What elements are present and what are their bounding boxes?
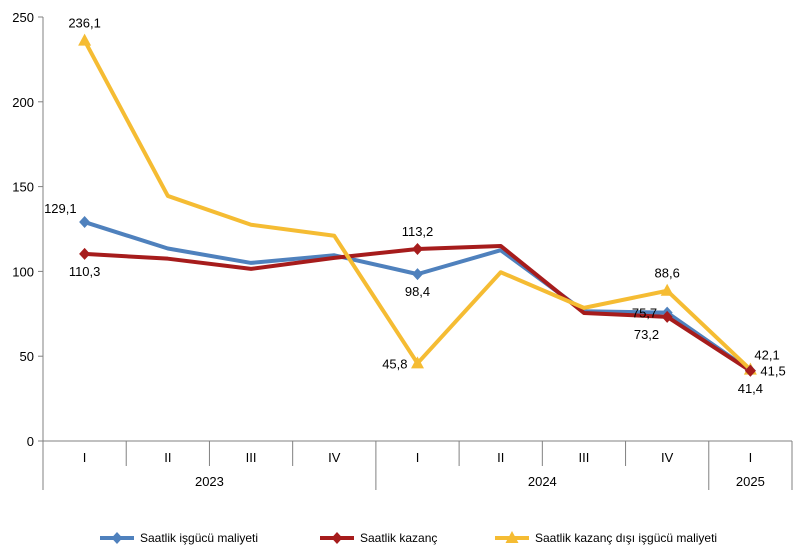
legend-item: Saatlik kazanç: [320, 531, 437, 545]
x-tick-label: I: [416, 450, 420, 465]
series-point: [505, 531, 519, 543]
series-point: [111, 532, 123, 544]
legend-item: Saatlik işgücü maliyeti: [100, 531, 258, 545]
data-label: 75,7: [632, 306, 657, 321]
series-point: [79, 247, 91, 260]
y-tick-label: 100: [12, 264, 34, 279]
data-label: 110,3: [69, 264, 101, 279]
x-year-label: 2025: [736, 474, 765, 489]
x-tick-label: IV: [328, 450, 341, 465]
data-label: 113,2: [402, 224, 434, 239]
legend-label: Saatlik kazanç: [360, 531, 437, 545]
x-year-label: 2024: [528, 474, 557, 489]
data-label: 98,4: [405, 284, 430, 299]
data-label: 129,1: [44, 201, 77, 216]
series-point: [660, 283, 674, 296]
y-tick-label: 50: [20, 349, 34, 364]
data-label: 73,2: [634, 327, 659, 342]
data-label: 88,6: [655, 266, 680, 281]
data-label: 45,8: [382, 356, 407, 371]
legend-label: Saatlik kazanç dışı işgücü maliyeti: [535, 531, 717, 545]
series-point: [412, 268, 423, 281]
series-point: [411, 356, 424, 369]
y-tick-label: 250: [12, 10, 34, 25]
x-year-label: 2023: [195, 474, 224, 489]
x-tick-label: III: [246, 450, 257, 465]
x-tick-label: IV: [661, 450, 674, 465]
y-tick-label: 150: [12, 180, 34, 195]
series-point: [661, 310, 673, 323]
series-point: [412, 243, 423, 256]
x-tick-label: II: [497, 450, 504, 465]
x-tick-label: III: [579, 450, 590, 465]
data-label: 41,4: [738, 381, 763, 396]
series-point: [78, 33, 92, 46]
x-tick-label: II: [164, 450, 171, 465]
data-label: 42,1: [754, 348, 779, 363]
series-point: [79, 216, 91, 229]
x-tick-label: I: [749, 450, 753, 465]
y-tick-label: 200: [12, 95, 34, 110]
series-point: [744, 364, 756, 377]
legend-item: Saatlik kazanç dışı işgücü maliyeti: [495, 531, 717, 545]
legend-label: Saatlik işgücü maliyeti: [140, 531, 258, 545]
x-tick-label: I: [83, 450, 87, 465]
series-point: [331, 532, 343, 544]
data-label: 236,1: [68, 16, 101, 31]
y-tick-label: 0: [27, 434, 34, 449]
data-label: 41,5: [760, 364, 785, 379]
